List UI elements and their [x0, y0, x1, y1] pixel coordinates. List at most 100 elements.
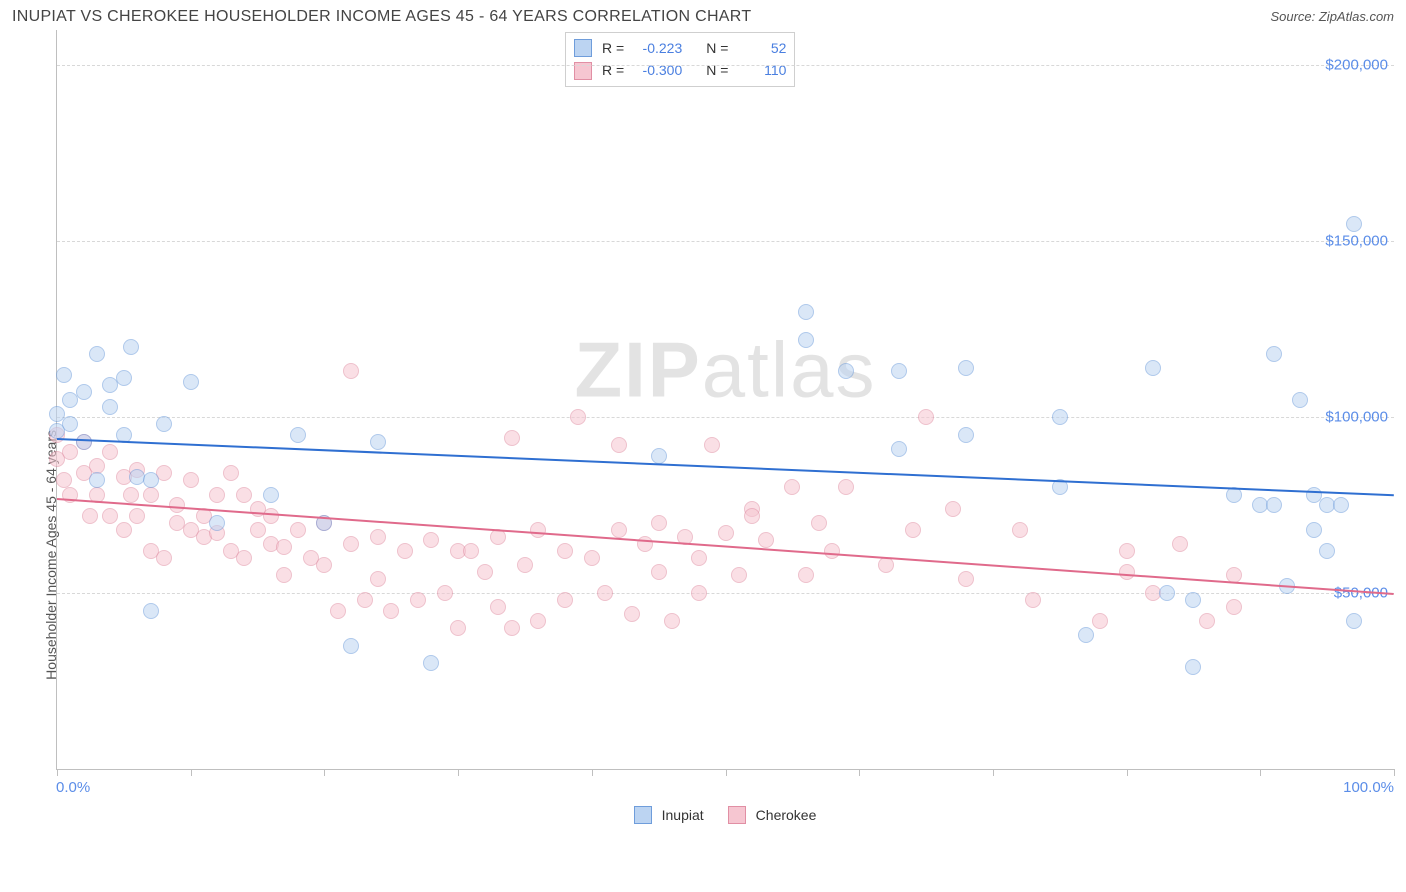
trend-line: [57, 438, 1394, 496]
data-point: [276, 539, 292, 555]
x-tick-mark: [993, 769, 994, 776]
data-point: [290, 522, 306, 538]
data-point: [250, 522, 266, 538]
data-point: [143, 603, 159, 619]
data-point: [397, 543, 413, 559]
data-point: [718, 525, 734, 541]
data-point: [116, 522, 132, 538]
data-point: [209, 515, 225, 531]
x-tick-mark: [458, 769, 459, 776]
data-point: [183, 374, 199, 390]
gridline-h: [57, 241, 1394, 242]
data-point: [76, 384, 92, 400]
data-point: [1185, 659, 1201, 675]
data-point: [1226, 599, 1242, 615]
data-point: [637, 536, 653, 552]
source-text: Source: ZipAtlas.com: [1270, 9, 1394, 24]
chart-title: INUPIAT VS CHEROKEE HOUSEHOLDER INCOME A…: [12, 8, 751, 26]
r-label: R =: [602, 37, 624, 59]
data-point: [838, 363, 854, 379]
data-point: [651, 448, 667, 464]
data-point: [1292, 392, 1308, 408]
n-value-cherokee: 110: [738, 59, 786, 81]
data-point: [570, 409, 586, 425]
data-point: [116, 370, 132, 386]
data-point: [410, 592, 426, 608]
data-point: [1346, 613, 1362, 629]
data-point: [223, 465, 239, 481]
data-point: [691, 585, 707, 601]
data-point: [1185, 592, 1201, 608]
legend-item-cherokee: Cherokee: [728, 806, 817, 824]
data-point: [89, 472, 105, 488]
data-point: [597, 585, 613, 601]
data-point: [156, 416, 172, 432]
data-point: [905, 522, 921, 538]
data-point: [798, 304, 814, 320]
data-point: [463, 543, 479, 559]
watermark-text: ZIPatlas: [574, 324, 876, 415]
data-point: [143, 487, 159, 503]
data-point: [343, 536, 359, 552]
data-point: [357, 592, 373, 608]
legend-label-cherokee: Cherokee: [756, 807, 817, 823]
data-point: [691, 550, 707, 566]
data-point: [1119, 564, 1135, 580]
data-point: [584, 550, 600, 566]
data-point: [958, 427, 974, 443]
data-point: [490, 599, 506, 615]
data-point: [56, 367, 72, 383]
data-point: [370, 571, 386, 587]
x-tick-mark: [1260, 769, 1261, 776]
data-point: [1266, 346, 1282, 362]
data-point: [611, 522, 627, 538]
data-point: [316, 557, 332, 573]
data-point: [1159, 585, 1175, 601]
x-tick-min: 0.0%: [56, 779, 90, 796]
data-point: [1306, 522, 1322, 538]
data-point: [89, 346, 105, 362]
data-point: [1266, 497, 1282, 513]
data-point: [1052, 409, 1068, 425]
data-point: [1333, 497, 1349, 513]
data-point: [62, 444, 78, 460]
data-point: [383, 603, 399, 619]
data-point: [236, 550, 252, 566]
data-point: [236, 487, 252, 503]
gridline-h: [57, 65, 1394, 66]
stats-legend-box: R = -0.223 N = 52 R = -0.300 N = 110: [565, 32, 795, 87]
stats-row-inupiat: R = -0.223 N = 52: [574, 37, 786, 59]
data-point: [423, 532, 439, 548]
data-point: [450, 620, 466, 636]
data-point: [437, 585, 453, 601]
data-point: [891, 363, 907, 379]
data-point: [517, 557, 533, 573]
n-label-2: N =: [706, 59, 728, 81]
data-point: [343, 638, 359, 654]
data-point: [129, 508, 145, 524]
data-point: [423, 655, 439, 671]
data-point: [798, 332, 814, 348]
n-label: N =: [706, 37, 728, 59]
r-value-cherokee: -0.300: [634, 59, 682, 81]
trend-line: [57, 498, 1394, 595]
data-point: [811, 515, 827, 531]
r-label-2: R =: [602, 59, 624, 81]
data-point: [611, 437, 627, 453]
data-point: [330, 603, 346, 619]
data-point: [664, 613, 680, 629]
data-point: [370, 434, 386, 450]
data-point: [557, 592, 573, 608]
legend-label-inupiat: Inupiat: [662, 807, 704, 823]
data-point: [758, 532, 774, 548]
data-point: [1012, 522, 1028, 538]
data-point: [1025, 592, 1041, 608]
legend-swatch-inupiat: [634, 806, 652, 824]
gridline-h: [57, 417, 1394, 418]
data-point: [945, 501, 961, 517]
data-point: [557, 543, 573, 559]
data-point: [1078, 627, 1094, 643]
data-point: [530, 613, 546, 629]
n-value-inupiat: 52: [738, 37, 786, 59]
data-point: [918, 409, 934, 425]
